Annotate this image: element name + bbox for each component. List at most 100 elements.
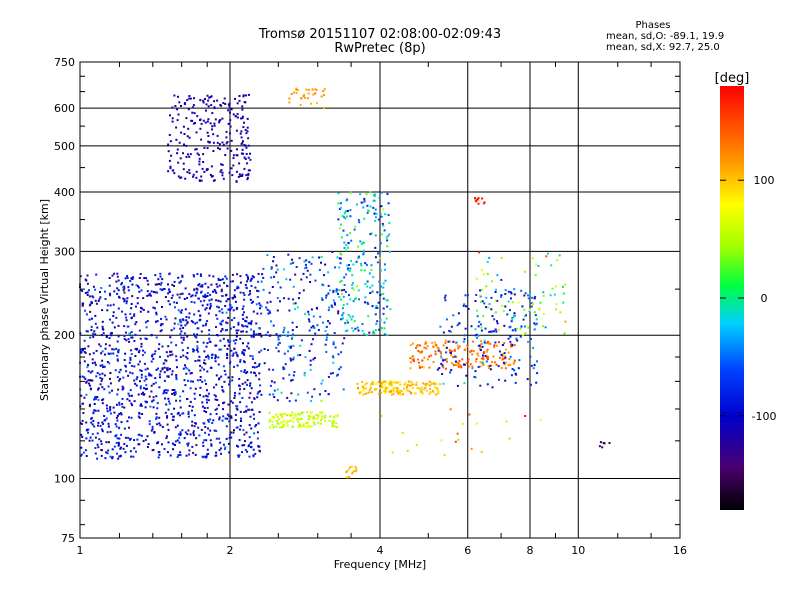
echo-point [244, 129, 247, 131]
echo-point [112, 406, 115, 409]
echo-point [276, 297, 279, 300]
echo-point [134, 355, 137, 357]
echo-point [187, 415, 190, 418]
echo-point [215, 299, 218, 302]
echo-point [477, 354, 480, 357]
echo-point [169, 367, 171, 370]
echo-point [480, 342, 483, 345]
echo-point [140, 403, 142, 406]
echo-point [122, 297, 125, 300]
echo-point [202, 441, 205, 444]
echo-point [224, 446, 227, 449]
echo-point [317, 421, 320, 424]
echo-point [79, 454, 82, 457]
echo-point [200, 428, 203, 431]
echo-point [224, 154, 227, 156]
echo-point [180, 330, 183, 333]
echo-point [260, 305, 263, 308]
echo-point [313, 423, 316, 426]
echo-point [479, 323, 482, 326]
echo-point [212, 133, 215, 136]
echo-point [422, 366, 425, 369]
echo-point [158, 451, 161, 453]
echo-point [186, 357, 189, 360]
echo-point [322, 321, 324, 324]
echo-point [204, 98, 206, 100]
echo-point [115, 441, 118, 444]
echo-point [155, 313, 158, 316]
echo-point [309, 281, 312, 283]
echo-point [362, 389, 365, 392]
echo-point [102, 366, 105, 369]
echo-point [234, 115, 237, 118]
echo-point [352, 300, 355, 303]
echo-point [99, 291, 101, 294]
echo-point [307, 92, 310, 95]
echo-point [218, 437, 221, 440]
echo-point [410, 361, 412, 364]
echo-point [139, 306, 142, 309]
echo-point [527, 340, 530, 343]
echo-point [320, 417, 323, 420]
echo-point [120, 413, 123, 416]
echo-point [417, 349, 420, 352]
echo-point [249, 152, 251, 155]
echo-point [143, 387, 146, 390]
echo-point [345, 471, 348, 474]
echo-point [188, 95, 191, 97]
echo-point [154, 307, 156, 310]
echo-point [87, 345, 90, 348]
echo-point [164, 315, 167, 318]
echo-point [255, 333, 258, 336]
echo-point [116, 340, 119, 343]
echo-point [380, 391, 383, 394]
echo-point [196, 327, 199, 330]
echo-point [259, 304, 262, 307]
echo-point [295, 326, 298, 328]
echo-point [186, 352, 189, 354]
echo-point [155, 311, 158, 314]
echo-point [105, 417, 108, 420]
echo-point [232, 164, 235, 167]
echo-point [250, 445, 253, 448]
echo-point [178, 441, 181, 444]
echo-point [323, 416, 326, 419]
echo-point [444, 294, 447, 297]
echo-point [479, 365, 482, 368]
echo-point [81, 419, 84, 422]
echo-point [243, 433, 246, 436]
echo-point [523, 270, 526, 273]
echo-point [338, 368, 341, 371]
echo-point [221, 278, 224, 281]
echo-point [169, 336, 172, 339]
y-tick-label: 600 [54, 102, 75, 115]
echo-point [179, 454, 182, 457]
echo-point [89, 310, 92, 313]
echo-point [420, 389, 423, 392]
echo-point [126, 277, 129, 279]
echo-point [170, 373, 173, 376]
echo-point [168, 400, 170, 403]
echo-point [236, 287, 239, 290]
echo-point [279, 334, 281, 337]
echo-point [470, 447, 473, 450]
echo-point [231, 174, 234, 177]
echo-point [210, 443, 213, 446]
echo-point [244, 158, 247, 160]
echo-point [199, 99, 202, 102]
echo-point [81, 349, 84, 352]
echo-point [291, 411, 294, 414]
echo-point [113, 326, 116, 329]
echo-point [418, 365, 421, 368]
echo-point [514, 328, 517, 330]
echo-point [252, 413, 255, 416]
echo-point [321, 415, 324, 418]
echo-point [121, 403, 124, 405]
echo-point [363, 200, 366, 203]
echo-point [150, 333, 153, 336]
echo-point [79, 350, 82, 353]
echo-point [488, 330, 491, 333]
echo-point [221, 171, 224, 174]
echo-point [111, 456, 114, 459]
echo-point [86, 291, 89, 294]
